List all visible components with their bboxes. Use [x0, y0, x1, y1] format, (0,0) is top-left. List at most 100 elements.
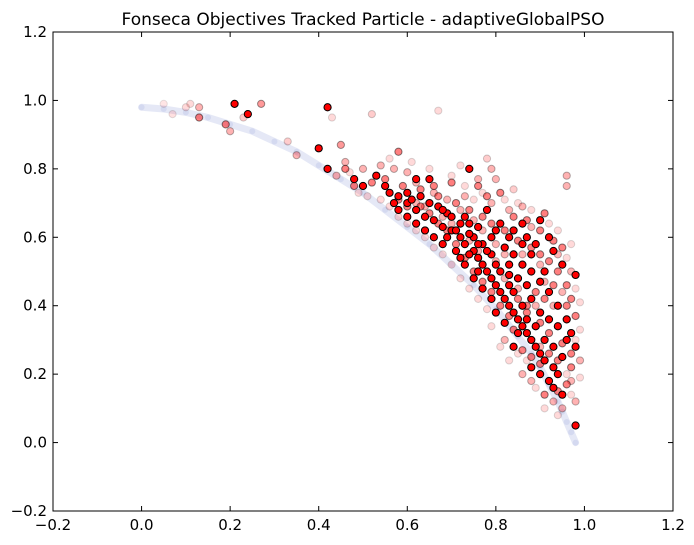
data-point [496, 301, 505, 310]
data-point [509, 287, 518, 297]
data-point [482, 305, 492, 314]
data-point [491, 260, 500, 269]
data-point [536, 216, 545, 225]
data-point [558, 243, 567, 252]
data-point [567, 363, 576, 372]
data-point [505, 281, 514, 290]
tracked-particle-points [159, 99, 585, 430]
data-point [447, 219, 456, 228]
pareto-front-point [315, 162, 322, 169]
data-point [513, 315, 523, 324]
data-point [500, 318, 509, 327]
data-point [394, 205, 403, 215]
data-point [518, 219, 527, 228]
data-point [491, 308, 500, 317]
data-point [571, 397, 580, 406]
data-point [354, 188, 363, 197]
pareto-front-point [337, 176, 344, 183]
data-point [540, 294, 549, 303]
data-point [527, 250, 536, 259]
data-point [434, 192, 443, 201]
data-point [425, 164, 434, 173]
data-point [527, 352, 536, 362]
y-tick-label: 0.2 [23, 365, 47, 383]
data-point [474, 222, 483, 232]
data-point [327, 113, 337, 122]
data-point [491, 226, 500, 235]
data-point [367, 178, 376, 187]
data-point [398, 181, 407, 191]
data-point [536, 250, 545, 259]
data-point [544, 257, 554, 266]
data-point [549, 397, 558, 406]
data-point [544, 328, 554, 338]
data-point [567, 390, 576, 399]
data-point [527, 205, 536, 215]
data-point [487, 274, 496, 283]
data-point [549, 363, 558, 372]
data-point [221, 120, 230, 129]
data-point [416, 192, 425, 201]
y-tick-label: 1.0 [23, 91, 47, 109]
data-point [518, 370, 527, 379]
y-tick-label: 0.0 [23, 434, 47, 452]
data-point [474, 267, 483, 276]
data-point [456, 253, 465, 262]
data-point [367, 110, 376, 119]
data-point [500, 250, 509, 259]
pareto-front-point [470, 282, 477, 289]
data-point [500, 195, 509, 204]
pareto-front-point [360, 189, 366, 196]
data-point [447, 178, 456, 187]
data-point [389, 198, 399, 208]
data-point [350, 175, 359, 184]
data-point [522, 281, 531, 290]
data-point [531, 342, 540, 351]
plot-frame [52, 31, 674, 512]
data-point [562, 315, 571, 324]
data-point [407, 157, 416, 167]
data-point [425, 175, 434, 184]
data-point [372, 171, 381, 180]
data-point [181, 103, 190, 112]
data-point [509, 342, 518, 351]
pareto-front-point [249, 128, 256, 135]
data-point [540, 209, 549, 218]
data-point [478, 260, 487, 269]
data-point [389, 164, 399, 173]
data-point [567, 240, 576, 249]
data-point [518, 301, 527, 310]
data-point [451, 246, 461, 256]
data-point [544, 315, 554, 324]
data-point [474, 294, 483, 303]
data-point [363, 192, 372, 201]
data-point [527, 363, 536, 372]
pareto-front-point [568, 429, 575, 436]
data-point [513, 294, 523, 303]
x-tick-label: 0.6 [395, 516, 419, 534]
data-point [465, 164, 474, 173]
data-point [540, 267, 549, 276]
data-point [159, 99, 168, 108]
data-point [496, 287, 505, 297]
data-point [553, 370, 562, 379]
data-point [567, 294, 576, 303]
data-point [540, 404, 549, 413]
data-point [571, 284, 580, 293]
data-point [531, 322, 540, 331]
data-point [416, 185, 425, 194]
data-point [491, 240, 500, 249]
data-point [536, 260, 545, 269]
data-point [336, 140, 345, 150]
data-point [443, 233, 452, 242]
data-point [482, 154, 492, 163]
data-point [505, 270, 514, 280]
data-point [518, 240, 527, 249]
data-point [562, 380, 571, 389]
data-point [429, 181, 438, 191]
data-point [558, 404, 567, 413]
data-point [496, 342, 505, 351]
data-point [482, 192, 492, 201]
data-point [558, 390, 567, 399]
